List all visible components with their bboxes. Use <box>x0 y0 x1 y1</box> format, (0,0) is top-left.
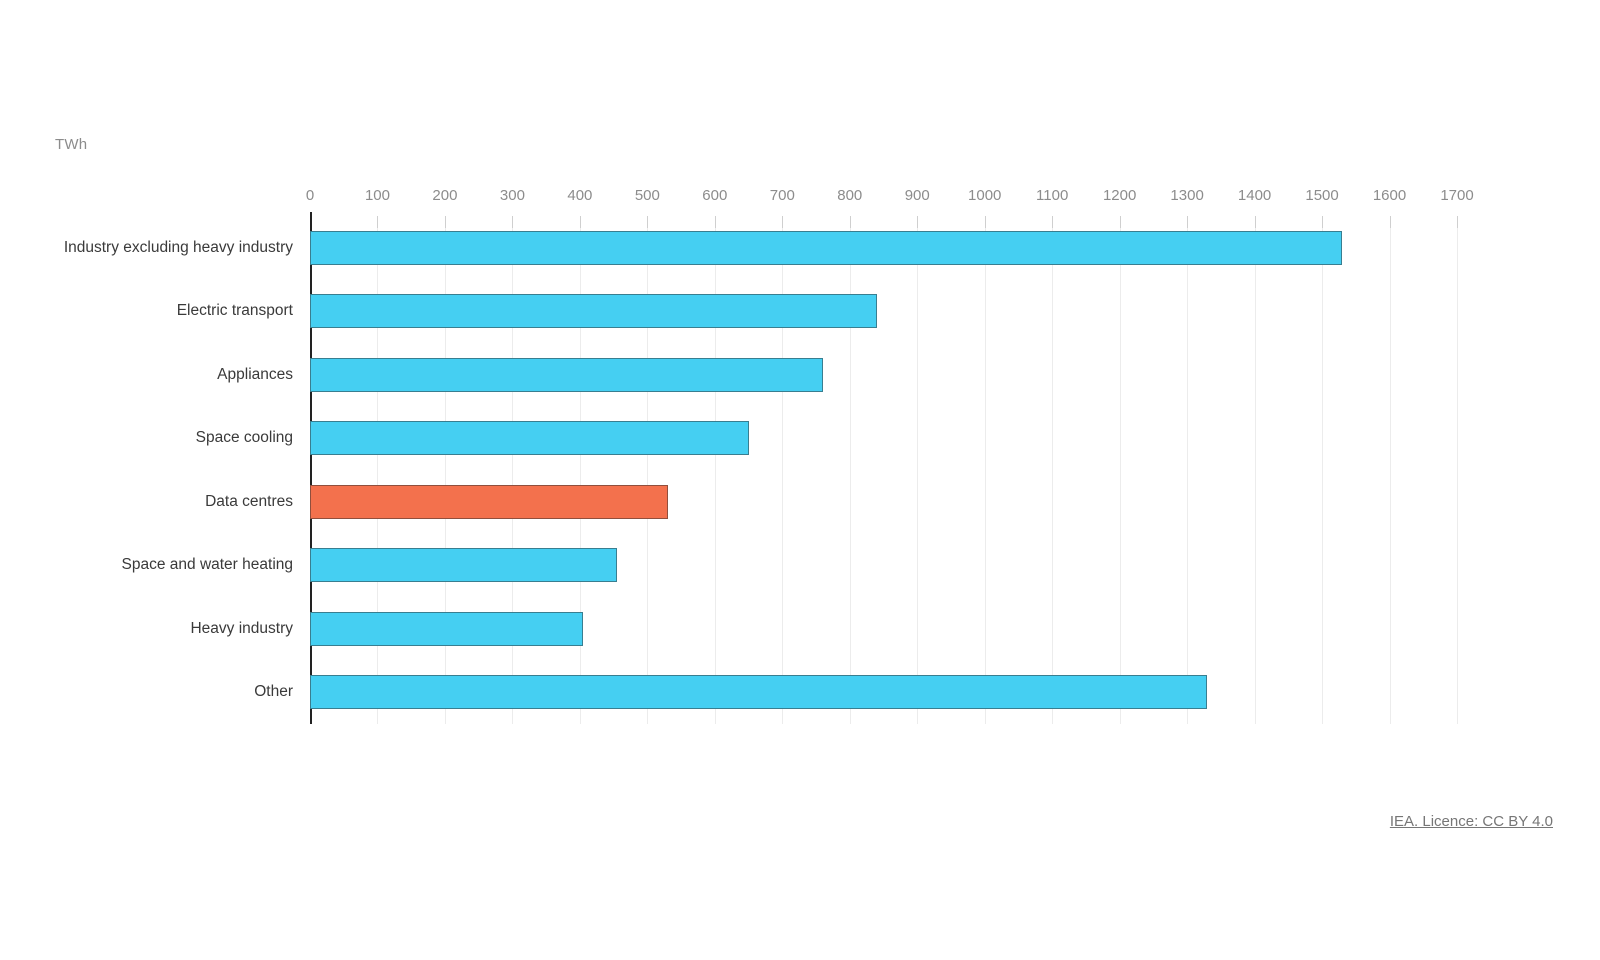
gridline <box>1322 216 1324 724</box>
x-axis-tick-mark <box>512 216 514 228</box>
x-tick-label-1200: 1200 <box>1102 187 1137 204</box>
category-label-data-centres: Data centres <box>205 492 293 510</box>
x-tick-label-1700: 1700 <box>1440 187 1474 204</box>
x-axis-tick-mark <box>1322 216 1324 228</box>
x-tick-label-1300: 1300 <box>1170 187 1204 204</box>
x-axis-tick-mark <box>849 216 851 228</box>
x-tick-label-300: 300 <box>499 187 525 204</box>
x-tick-label-1000: 1000 <box>968 187 1002 204</box>
gridline <box>512 216 514 724</box>
x-tick-label-0: 0 <box>305 187 315 204</box>
x-axis-tick-mark <box>1457 216 1458 228</box>
category-label-heavy-industry: Heavy industry <box>190 619 293 637</box>
x-tick-label-700: 700 <box>769 187 795 204</box>
plot-area <box>310 212 1458 724</box>
bar-space-cooling[interactable] <box>310 421 749 456</box>
x-axis-tick-mark <box>984 216 986 228</box>
gridline <box>782 216 784 724</box>
x-axis-tick-mark <box>917 216 919 228</box>
x-axis-tick-mark <box>377 216 379 228</box>
category-label-other: Other <box>254 683 293 701</box>
x-tick-label-600: 600 <box>702 187 728 204</box>
bar-industry-excluding-heavy-industry[interactable] <box>310 230 1343 265</box>
gridline <box>917 216 919 724</box>
gridline <box>444 216 446 724</box>
x-tick-label-400: 400 <box>567 187 593 204</box>
bar-other[interactable] <box>310 675 1208 710</box>
gridline <box>1389 216 1391 724</box>
x-axis-tick-mark <box>579 216 581 228</box>
x-axis-tick-mark <box>1254 216 1256 228</box>
category-label-industry-excluding-heavy-industry: Industry excluding heavy industry <box>63 238 293 256</box>
x-tick-label-1400: 1400 <box>1237 187 1272 204</box>
gridline <box>1119 216 1121 724</box>
x-axis-tick-mark <box>782 216 784 228</box>
bar-electric-transport[interactable] <box>310 294 877 329</box>
x-tick-label-200: 200 <box>432 187 458 204</box>
gridline <box>647 216 649 724</box>
x-tick-label-500: 500 <box>634 187 660 204</box>
category-label-electric-transport: Electric transport <box>176 302 293 320</box>
x-axis-tick-mark <box>1389 216 1391 228</box>
gridline <box>849 216 851 724</box>
iea-licence-link[interactable]: IEA. Licence: CC BY 4.0 <box>1389 813 1553 830</box>
category-labels: Industry excluding heavy industry Electri… <box>0 216 293 724</box>
gridline <box>1187 216 1189 724</box>
x-axis-tick-mark <box>1119 216 1121 228</box>
bar-heavy-industry[interactable] <box>310 611 584 646</box>
category-label-space-cooling: Space cooling <box>195 429 293 447</box>
x-tick-label-900: 900 <box>904 187 930 204</box>
y-axis-line <box>310 212 312 724</box>
x-axis-tick-mark <box>1187 216 1189 228</box>
x-tick-label-800: 800 <box>837 187 863 204</box>
bar-appliances[interactable] <box>310 357 823 392</box>
category-label-space-and-water-heating: Space and water heating <box>121 556 293 574</box>
gridline <box>714 216 716 724</box>
x-tick-label-1600: 1600 <box>1372 187 1407 204</box>
gridline <box>1457 216 1458 724</box>
x-axis-tick-mark <box>647 216 649 228</box>
x-tick-label-1500: 1500 <box>1305 187 1339 204</box>
gridline <box>377 216 379 724</box>
axis-unit-label: TWh <box>55 136 88 153</box>
x-axis-tick-mark <box>444 216 446 228</box>
x-axis-tick-mark <box>714 216 716 228</box>
x-tick-label-1100: 1100 <box>1036 187 1069 204</box>
x-tick-label-100: 100 <box>364 187 390 204</box>
x-axis-tick-labels: 0 100 200 300 400 500 600 700 800 900 1000 1100 1200… <box>306 187 1474 207</box>
gridline <box>1052 216 1054 724</box>
gridline <box>579 216 581 724</box>
category-label-appliances: Appliances <box>217 365 293 383</box>
bar-data-centres[interactable] <box>310 484 668 519</box>
x-axis-tick-mark <box>1052 216 1054 228</box>
bar-space-and-water-heating[interactable] <box>310 548 617 583</box>
gridline <box>1254 216 1256 724</box>
gridline <box>984 216 986 724</box>
